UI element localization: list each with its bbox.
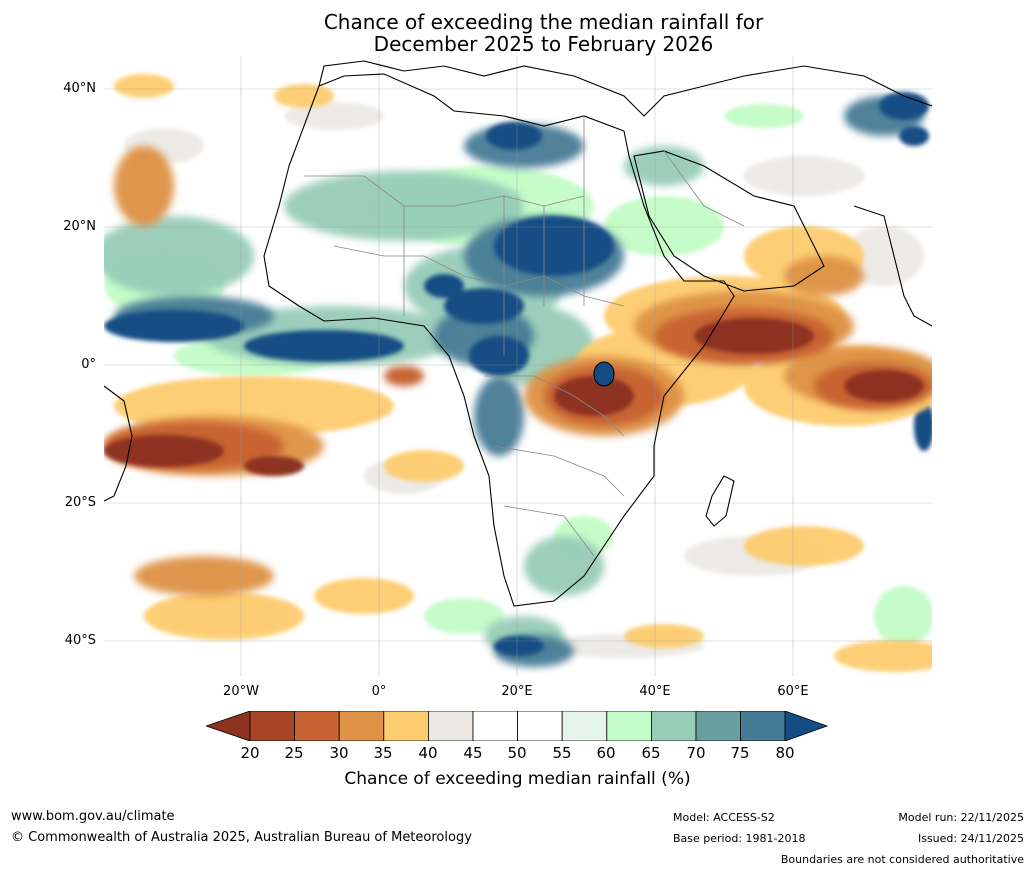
graticule: [104, 56, 932, 676]
south-america-coastline: [104, 385, 133, 502]
colorbar-cell: [606, 711, 652, 741]
lat-label-40n: 40°N: [63, 81, 96, 96]
colorbar-tick: 50: [507, 744, 527, 762]
lat-label-40s: 40°S: [64, 633, 96, 648]
colorbar-cell: [294, 711, 340, 741]
lake-victoria: [593, 361, 615, 387]
dark-blue-patches: [104, 92, 932, 656]
coastlines: [104, 60, 932, 607]
colorbar-cell: [427, 711, 474, 741]
colorbar-low-arrow: [206, 711, 251, 741]
colorbar-tick: 40: [418, 744, 438, 762]
colorbar-cell: [517, 711, 563, 741]
colorbar-cell: [472, 711, 518, 741]
colorbar-tick: 20: [240, 744, 260, 762]
colorbar-cell: [695, 711, 741, 741]
colorbar-tick: 25: [284, 744, 304, 762]
lon-label-20e: 20°E: [501, 684, 533, 699]
rainfall-map-canvas: [104, 56, 932, 676]
colorbar-cell: [740, 711, 786, 741]
arabia-coastline: [633, 150, 825, 292]
lon-label-0: 0°: [371, 684, 387, 699]
colorbar-cell: [650, 711, 697, 741]
colorbar: [206, 711, 829, 741]
colorbar-tick: 75: [730, 744, 750, 762]
colorbar-high-arrow: [784, 711, 829, 741]
africa-coastline: [263, 73, 735, 607]
lat-label-20n: 20°N: [63, 219, 96, 234]
colorbar-tick: 45: [463, 744, 483, 762]
colorbar-tick: 70: [686, 744, 706, 762]
colorbar-tick: 30: [329, 744, 349, 762]
colorbar-cell: [249, 711, 295, 741]
colorbar-cell: [338, 711, 385, 741]
country-borders: [304, 116, 745, 557]
india-coastline: [853, 205, 932, 327]
lat-label-0: 0°: [81, 357, 96, 372]
colorbar-cells: [249, 711, 786, 741]
colorbar-tick: 65: [641, 744, 661, 762]
lat-label-20s: 20°S: [64, 495, 96, 510]
colorbar-tick: 60: [596, 744, 616, 762]
footer-disclaimer: Boundaries are not considered authoritat…: [780, 853, 1024, 866]
dark-brown-patches: [104, 318, 924, 476]
lon-label-40e: 40°E: [639, 684, 671, 699]
map-title-line1: Chance of exceeding the median rainfall …: [323, 10, 764, 34]
lon-label-60e: 60°E: [777, 684, 809, 699]
madagascar-coastline: [705, 475, 735, 527]
footer-model-run: Model run: 22/11/2025: [898, 811, 1024, 824]
colorbar-cell: [561, 711, 608, 741]
colorbar-tick: 80: [775, 744, 795, 762]
footer-base-period: Base period: 1981-2018: [673, 832, 806, 845]
footer-url[interactable]: www.bom.gov.au/climate: [11, 809, 175, 824]
rainfall-map: [104, 56, 932, 676]
colorbar-tick: 55: [552, 744, 572, 762]
lon-label-20w: 20°W: [223, 684, 259, 699]
colorbar-cell: [383, 711, 429, 741]
map-title-line2: December 2025 to February 2026: [373, 32, 714, 56]
footer-copyright: © Commonwealth of Australia 2025, Austra…: [11, 830, 472, 845]
footer-issued: Issued: 24/11/2025: [917, 832, 1024, 845]
colorbar-tick: 35: [373, 744, 393, 762]
colorbar-label: Chance of exceeding median rainfall (%): [0, 769, 1035, 789]
colorbar-label-text: Chance of exceeding median rainfall (%): [344, 769, 691, 789]
europe-coastline: [318, 60, 932, 117]
footer-model: Model: ACCESS-S2: [673, 811, 775, 824]
